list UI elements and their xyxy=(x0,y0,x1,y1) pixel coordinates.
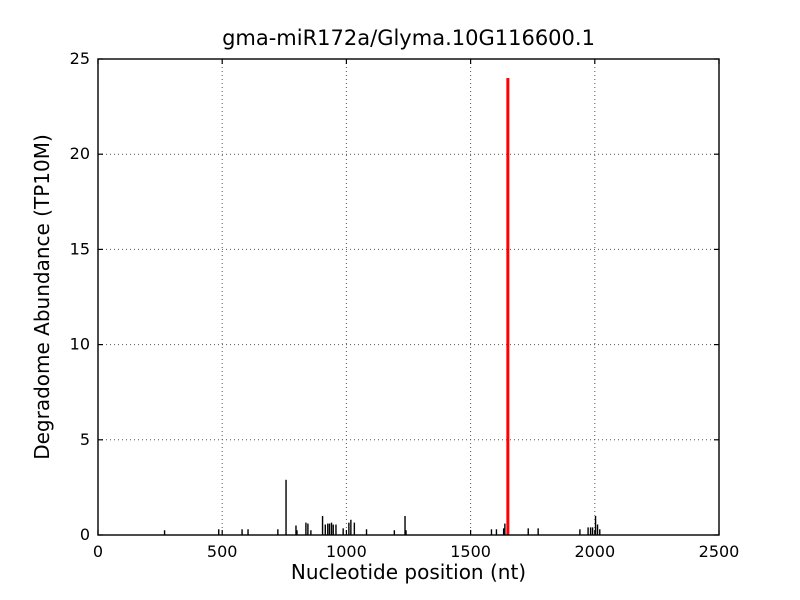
plot-title: gma-miR172a/Glyma.10G116600.1 xyxy=(222,26,595,50)
x-tick-label-1500: 1500 xyxy=(450,542,491,561)
y-tick-label-25: 25 xyxy=(70,49,90,68)
y-tick-label-10: 10 xyxy=(70,335,90,354)
y-tick-label-15: 15 xyxy=(70,239,90,258)
y-axis-label: Degradome Abundance (TP10M) xyxy=(30,134,54,460)
x-tick-label-500: 500 xyxy=(207,542,238,561)
plot-border xyxy=(97,58,720,536)
x-tick-label-0: 0 xyxy=(93,542,103,561)
x-tick-label-2500: 2500 xyxy=(699,542,740,561)
y-tick-label-0: 0 xyxy=(80,525,90,544)
x-tick-label-1000: 1000 xyxy=(326,542,367,561)
x-tick-label-2000: 2000 xyxy=(574,542,615,561)
y-tick-label-5: 5 xyxy=(80,430,90,449)
x-axis-label: Nucleotide position (nt) xyxy=(290,560,527,584)
y-tick-label-20: 20 xyxy=(70,144,90,163)
